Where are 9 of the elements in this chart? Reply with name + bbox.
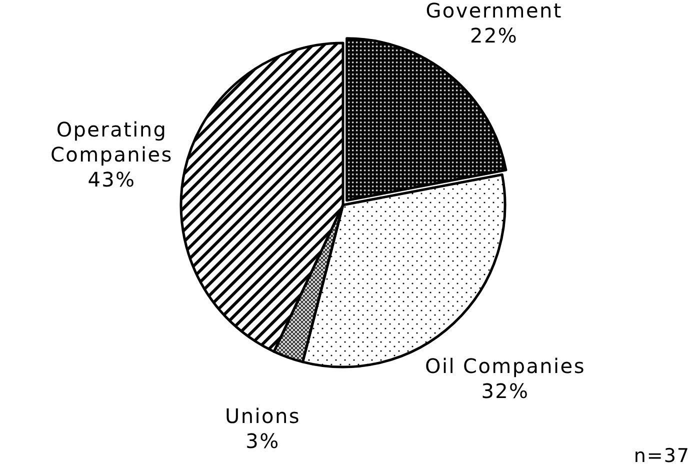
data-label: 43% <box>88 167 136 192</box>
data-label: 22% <box>470 23 518 48</box>
text: n=37 <box>634 445 690 467</box>
slice-label: Government <box>426 0 562 22</box>
slice-label: Operating Companies <box>50 117 173 166</box>
data-label: 32% <box>481 378 530 403</box>
slice-label: Oil Companies <box>425 354 586 378</box>
data-label: 3% <box>246 428 280 453</box>
slice-label: Unions <box>225 404 300 428</box>
